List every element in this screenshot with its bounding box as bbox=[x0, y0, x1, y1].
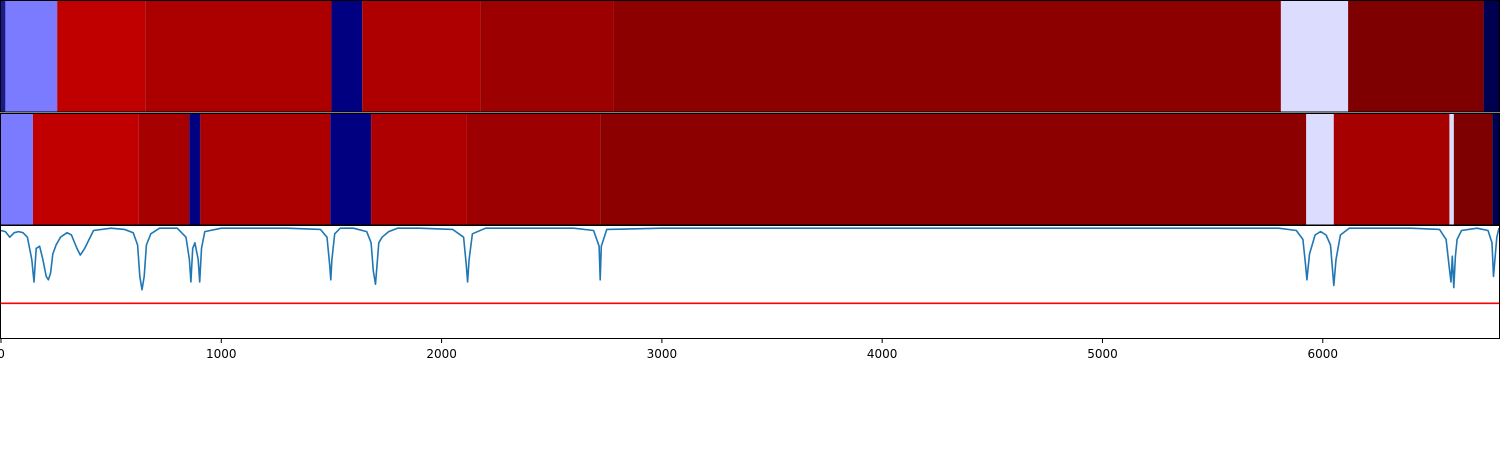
heatmap-panel-top bbox=[1, 1, 1499, 112]
heatmap-bottom-segment bbox=[371, 114, 467, 225]
line-panel bbox=[0, 225, 1500, 339]
x-tick-label: 5000 bbox=[1087, 347, 1118, 361]
heatmap-bottom-segment bbox=[1306, 114, 1334, 225]
heatmap-top-segment bbox=[1348, 1, 1484, 112]
x-tick-label: 6000 bbox=[1307, 347, 1338, 361]
x-tick-label: 4000 bbox=[867, 347, 898, 361]
heatmap-top-segment bbox=[362, 1, 481, 112]
heatmap-bottom-segment bbox=[1453, 114, 1493, 225]
heatmap-top-segment bbox=[1483, 1, 1499, 112]
heatmap-top-segment bbox=[1, 1, 6, 112]
line-series-group bbox=[0, 227, 1500, 305]
heatmap-top-segment bbox=[5, 1, 58, 112]
x-tick-label: 0 bbox=[0, 347, 5, 361]
heatmap-top-segment bbox=[145, 1, 332, 112]
heatmap-top-segment bbox=[613, 1, 1281, 112]
signal-line bbox=[0, 227, 1500, 291]
heatmap-bottom-segment bbox=[32, 114, 139, 225]
heatmap-bottom-segment bbox=[1492, 114, 1499, 225]
x-tick-label: 3000 bbox=[647, 347, 678, 361]
heatmap-top-segment bbox=[57, 1, 146, 112]
heatmap-bottom-segment bbox=[138, 114, 190, 225]
x-tick-label: 2000 bbox=[426, 347, 457, 361]
heatmap-top-segment bbox=[1280, 1, 1349, 112]
heatmap-bottom-segment bbox=[189, 114, 201, 225]
heatmap-bottom-segment bbox=[330, 114, 372, 225]
heatmap-bottom-segment bbox=[1449, 114, 1454, 225]
heatmap-bottom-segment bbox=[1333, 114, 1450, 225]
x-axis: 0 1000 2000 3000 4000 5000 6000 bbox=[0, 338, 1338, 361]
heatmap-bottom-segment bbox=[600, 114, 1307, 225]
heatmap-bottom-segment bbox=[200, 114, 331, 225]
heatmap-panel-bottom bbox=[1, 114, 1499, 225]
x-tick-label: 1000 bbox=[206, 347, 237, 361]
heatmap-top-segment bbox=[331, 1, 363, 112]
line-panel-background bbox=[0, 225, 1500, 339]
heatmap-top-segment bbox=[480, 1, 614, 112]
heatmap-bottom-segment bbox=[466, 114, 601, 225]
heatmap-bottom-segment bbox=[1, 114, 33, 225]
